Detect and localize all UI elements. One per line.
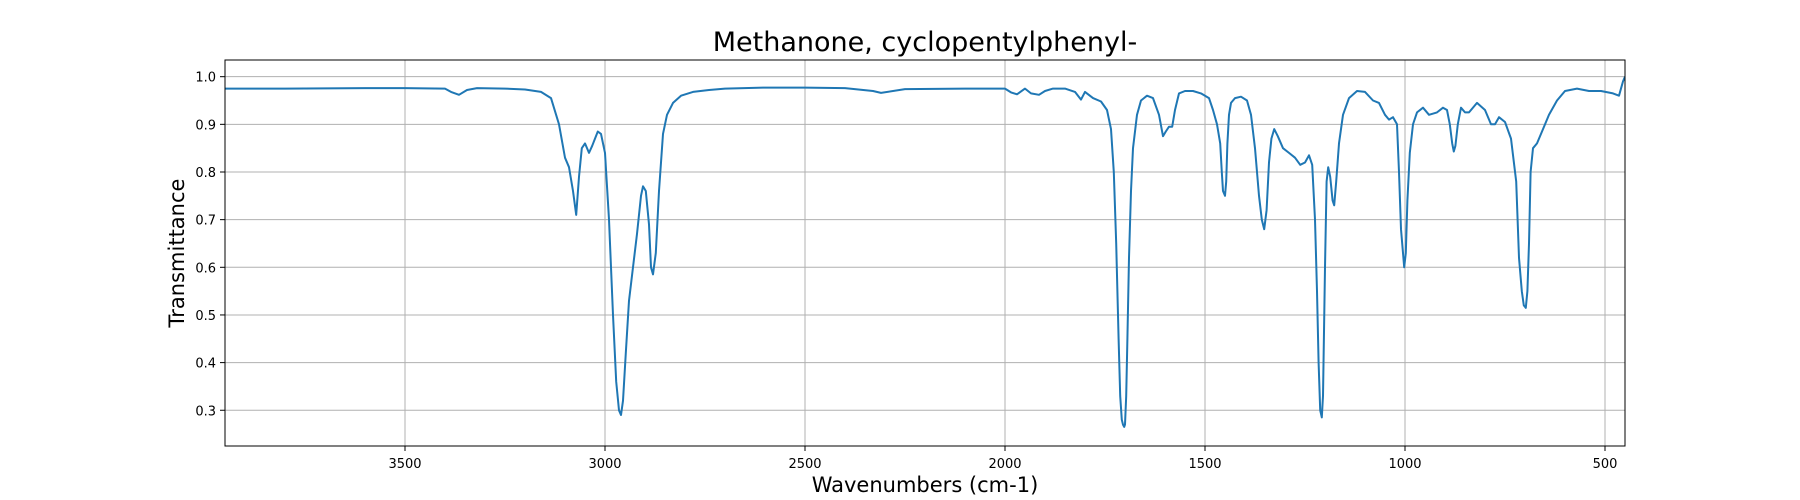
y-tick-label: 0.8 bbox=[195, 166, 216, 181]
x-tick-label: 2500 bbox=[788, 457, 821, 472]
x-axis-ticks: 3500 3000 2500 2000 1500 1000 500 bbox=[388, 446, 1617, 472]
y-tick-label: 0.9 bbox=[195, 118, 216, 133]
y-tick-label: 0.5 bbox=[195, 309, 216, 324]
y-tick-label: 0.4 bbox=[195, 357, 216, 372]
x-tick-label: 1500 bbox=[1188, 457, 1221, 472]
spectrum-series-line bbox=[225, 76, 1625, 428]
x-axis-title: Wavenumbers (cm-1) bbox=[812, 473, 1039, 497]
x-tick-label: 2000 bbox=[988, 457, 1021, 472]
y-tick-label: 0.6 bbox=[195, 261, 216, 276]
chart-title: Methanone, cyclopentylphenyl- bbox=[713, 27, 1138, 58]
chart-grid bbox=[225, 60, 1625, 446]
x-tick-label: 3500 bbox=[388, 457, 421, 472]
y-axis-ticks: 0.3 0.4 0.5 0.6 0.7 0.8 0.9 1.0 bbox=[195, 71, 225, 419]
x-tick-label: 500 bbox=[1593, 457, 1618, 472]
y-tick-label: 0.7 bbox=[195, 214, 216, 229]
y-tick-label: 0.3 bbox=[195, 404, 216, 419]
x-tick-label: 1000 bbox=[1388, 457, 1421, 472]
plot-area-frame bbox=[224, 59, 1626, 447]
x-tick-label: 3000 bbox=[588, 457, 621, 472]
y-axis-title: Transmittance bbox=[165, 179, 189, 329]
y-tick-label: 1.0 bbox=[195, 71, 216, 86]
